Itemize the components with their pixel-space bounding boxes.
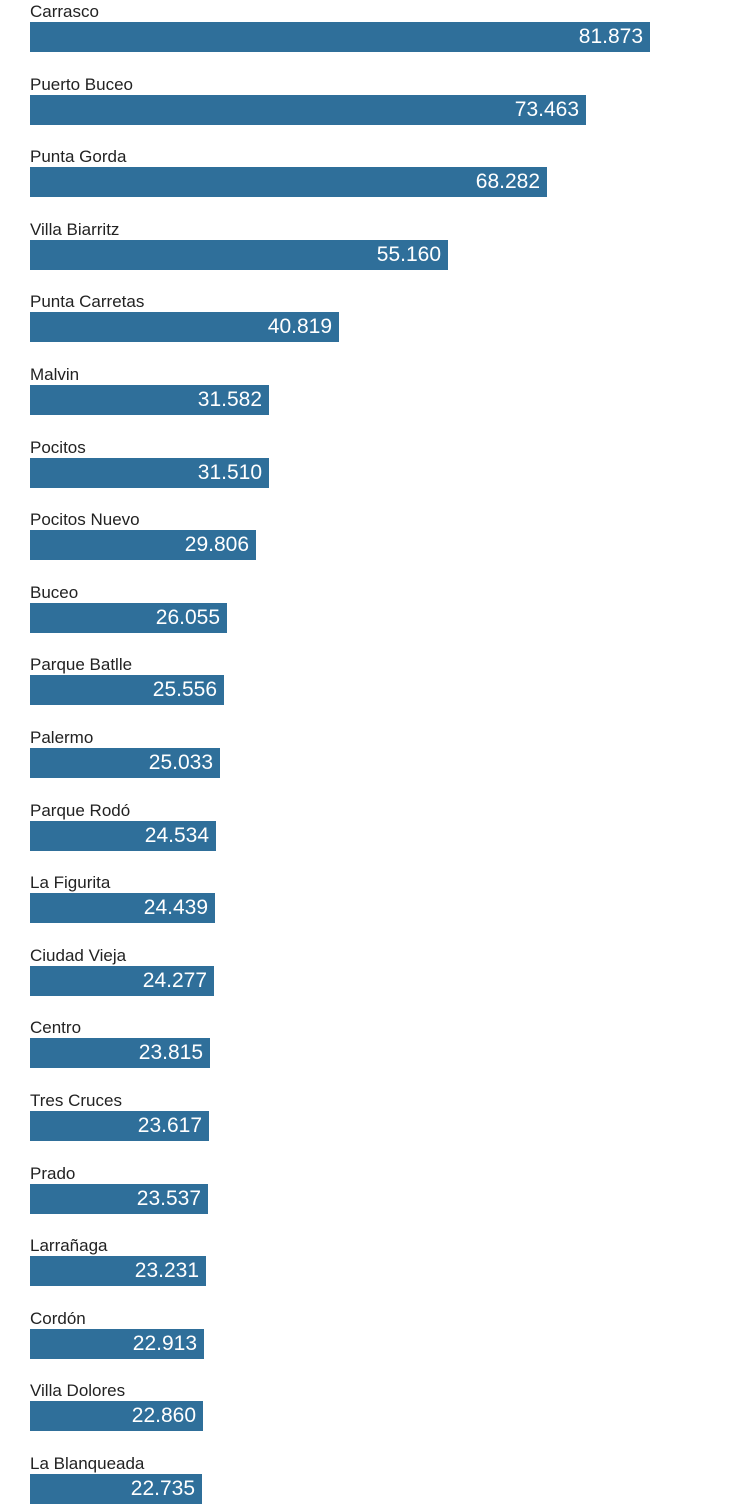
category-label: Ciudad Vieja [30,945,127,965]
bar: 24.439 [30,893,215,924]
category-label: Villa Biarritz [30,219,120,239]
category-label: Tres Cruces [30,1091,122,1110]
bar: 24.277 [30,965,214,996]
category-label: Carrasco [30,2,99,21]
bar-value-label: 81.873 [578,25,643,48]
category-label: Pocitos [30,437,86,457]
bar: 31.582 [30,385,269,415]
bar-value-label: 23.537 [136,1186,201,1210]
bar-value-label: 22.913 [132,1331,197,1355]
bar: 24.534 [30,820,216,851]
category-label: Prado [30,1163,76,1183]
bar: 22.860 [30,1401,203,1432]
category-label: Malvin [30,365,80,384]
bar: 31.510 [30,457,269,488]
bar-value-label: 31.510 [197,460,262,484]
bar-value-label: 23.617 [137,1114,202,1137]
category-label: Palermo [30,728,94,747]
bar: 81.873 [30,22,650,52]
bar: 23.231 [30,1256,206,1287]
bar: 25.556 [30,675,224,706]
category-label: Parque Rodó [30,800,131,820]
category-label: Cordón [30,1308,86,1328]
bar-value-label: 40.819 [267,315,332,339]
category-label: Puerto Buceo [30,74,134,94]
bar-value-label: 22.735 [130,1477,195,1500]
bar: 23.815 [30,1038,210,1069]
bar-value-label: 26.055 [155,605,220,629]
category-label: La Blanqueada [30,1454,145,1473]
bar: 23.537 [30,1183,208,1214]
bar: 22.735 [30,1474,202,1504]
bar-value-label: 31.582 [197,388,262,411]
bar-value-label: 68.282 [475,170,540,194]
category-label: Punta Gorda [30,147,127,167]
bar-value-label: 25.556 [152,678,217,702]
bar-value-label: 23.231 [134,1259,199,1283]
category-label: Parque Batlle [30,655,133,675]
category-label: Centro [30,1018,82,1038]
bar: 68.282 [30,167,547,198]
bar: 29.806 [30,530,256,561]
bar: 22.913 [30,1328,204,1359]
bar: 26.055 [30,602,227,633]
bar: 73.463 [30,94,586,125]
category-label: Larrañaga [30,1236,108,1256]
bar-value-label: 24.277 [142,968,207,992]
bar: 55.160 [30,239,448,270]
category-label: Punta Carretas [30,292,145,312]
bar: 40.819 [30,312,339,343]
category-label: Pocitos Nuevo [30,510,140,530]
category-label: Buceo [30,582,79,602]
bar-value-label: 23.815 [138,1041,203,1065]
bar-value-label: 22.860 [131,1404,196,1428]
bar-value-label: 24.439 [143,896,208,920]
bar-value-label: 73.463 [514,97,579,121]
bar: 23.617 [30,1111,209,1141]
bar-value-label: 24.534 [144,823,209,847]
category-label: La Figurita [30,873,111,893]
bar: 25.033 [30,748,220,778]
bar-value-label: 29.806 [184,533,249,557]
bar-value-label: 25.033 [148,751,213,774]
category-label: Villa Dolores [30,1381,126,1401]
bar-value-label: 55.160 [376,242,441,266]
